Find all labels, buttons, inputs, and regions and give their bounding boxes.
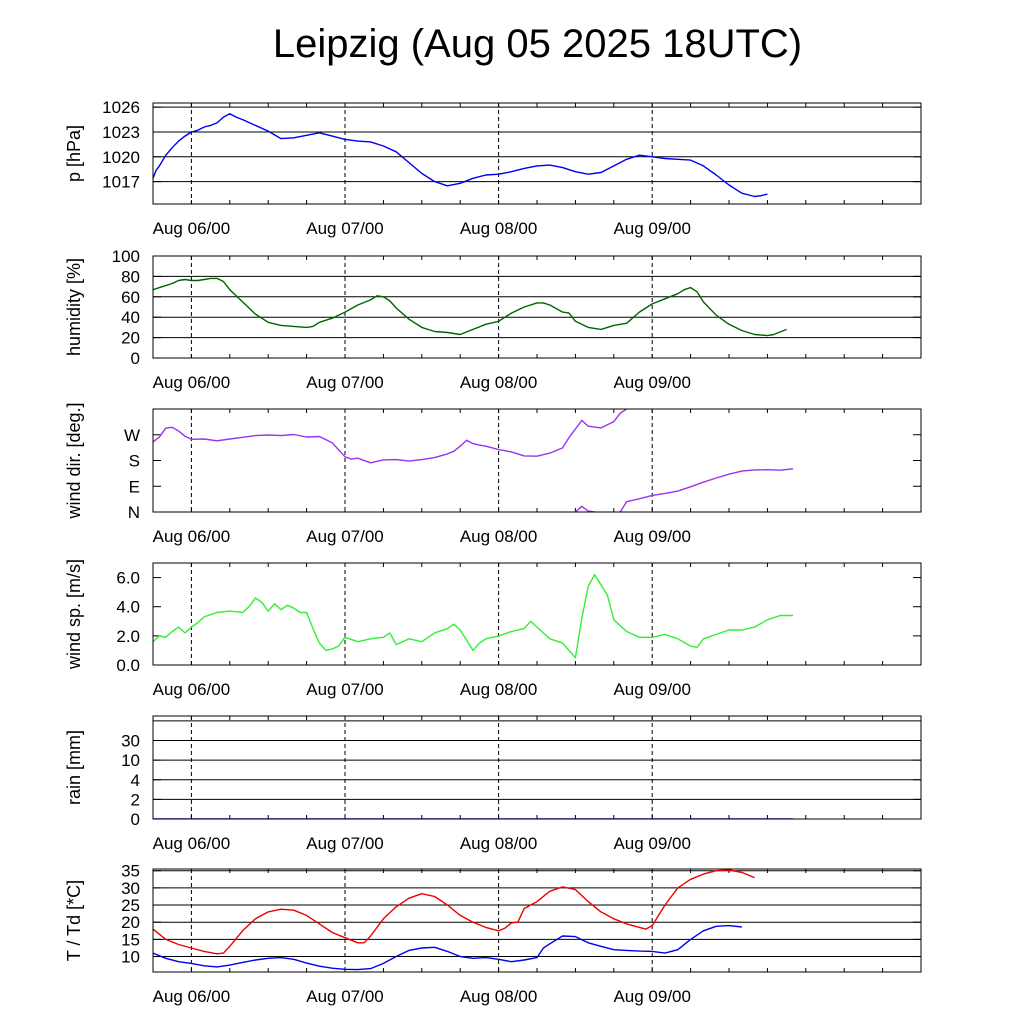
y-axis-label-temperature: T / Td [*C] — [64, 880, 84, 961]
y-tick-label-wind_direction: E — [129, 477, 140, 496]
panel-frame-temperature — [152, 868, 922, 973]
x-tick-label-temperature: Aug 06/00 — [153, 987, 231, 1006]
panel-frame-humidity — [152, 255, 922, 359]
x-tick-label-pressure: Aug 06/00 — [153, 219, 231, 238]
x-tick-label-humidity: Aug 06/00 — [153, 373, 231, 392]
y-tick-label-wind_direction: W — [124, 426, 140, 445]
x-tick-label-pressure: Aug 09/00 — [613, 219, 691, 238]
y-axis-label-wind_direction: wind dir. [deg.] — [64, 402, 84, 519]
y-tick-label-pressure: 1023 — [102, 123, 140, 142]
x-tick-label-wind_direction: Aug 06/00 — [153, 527, 231, 546]
x-tick-label-temperature: Aug 07/00 — [306, 987, 384, 1006]
y-tick-label-humidity: 100 — [112, 247, 140, 266]
y-tick-label-humidity: 60 — [121, 288, 140, 307]
series-line-wind_direction-1 — [574, 505, 595, 512]
y-tick-label-temperature: 20 — [121, 913, 140, 932]
series-line-temperature-0 — [153, 869, 755, 955]
y-tick-label-rain: 4 — [131, 771, 140, 790]
y-tick-label-wind_direction: N — [128, 503, 140, 522]
x-tick-label-wind_speed: Aug 09/00 — [613, 680, 691, 699]
y-tick-label-humidity: 40 — [121, 308, 140, 327]
x-tick-label-wind_speed: Aug 08/00 — [460, 680, 538, 699]
x-tick-label-wind_direction: Aug 07/00 — [306, 527, 384, 546]
y-tick-label-humidity: 80 — [121, 267, 140, 286]
x-tick-label-pressure: Aug 08/00 — [460, 219, 538, 238]
y-tick-label-temperature: 25 — [121, 896, 140, 915]
x-tick-label-wind_speed: Aug 07/00 — [306, 680, 384, 699]
y-tick-label-rain: 2 — [131, 790, 140, 809]
y-axis-label-humidity: humidity [%] — [64, 258, 84, 356]
y-tick-label-temperature: 15 — [121, 930, 140, 949]
y-tick-label-rain: 30 — [121, 732, 140, 751]
series-line-pressure-0 — [153, 113, 768, 198]
panel-frame-rain — [152, 715, 922, 820]
y-axis-label-wind_speed: wind sp. [m/s] — [64, 559, 84, 670]
x-tick-label-wind_speed: Aug 06/00 — [153, 680, 231, 699]
y-axis-label-rain: rain [mm] — [64, 730, 84, 805]
y-axis-label-pressure: p [hPa] — [64, 125, 84, 182]
x-tick-label-rain: Aug 08/00 — [460, 834, 538, 853]
x-tick-label-humidity: Aug 08/00 — [460, 373, 538, 392]
y-tick-label-wind_speed: 4.0 — [116, 598, 140, 617]
y-tick-label-rain: 10 — [121, 751, 140, 770]
y-tick-label-pressure: 1017 — [102, 173, 140, 192]
y-tick-label-temperature: 10 — [121, 948, 140, 967]
x-tick-label-rain: Aug 09/00 — [613, 834, 691, 853]
series-line-wind_speed-0 — [153, 574, 793, 659]
series-line-temperature-1 — [153, 924, 742, 971]
y-tick-label-humidity: 20 — [121, 329, 140, 348]
x-tick-label-humidity: Aug 09/00 — [613, 373, 691, 392]
y-tick-label-pressure: 1020 — [102, 148, 140, 167]
y-tick-label-temperature: 35 — [121, 862, 140, 881]
x-tick-label-temperature: Aug 08/00 — [460, 987, 538, 1006]
x-tick-label-rain: Aug 07/00 — [306, 834, 384, 853]
x-tick-label-temperature: Aug 09/00 — [613, 987, 691, 1006]
x-tick-label-wind_direction: Aug 09/00 — [613, 527, 691, 546]
series-line-wind_direction-0 — [153, 409, 627, 464]
y-tick-label-wind_direction: S — [129, 452, 140, 471]
panel-frame-pressure — [152, 102, 922, 205]
x-tick-label-rain: Aug 06/00 — [153, 834, 231, 853]
panel-frame-wind_speed — [152, 562, 922, 666]
x-tick-label-humidity: Aug 07/00 — [306, 373, 384, 392]
y-tick-label-rain: 0 — [131, 810, 140, 829]
y-tick-label-temperature: 30 — [121, 879, 140, 898]
y-tick-label-wind_speed: 0.0 — [116, 656, 140, 675]
series-line-wind_direction-2 — [619, 468, 794, 512]
series-line-humidity-0 — [153, 277, 787, 337]
x-tick-label-pressure: Aug 07/00 — [306, 219, 384, 238]
y-tick-label-wind_speed: 2.0 — [116, 627, 140, 646]
y-tick-label-humidity: 0 — [131, 349, 140, 368]
y-tick-label-wind_speed: 6.0 — [116, 569, 140, 588]
y-tick-label-pressure: 1026 — [102, 98, 140, 117]
chart-title: Leipzig (Aug 05 2025 18UTC) — [272, 22, 803, 66]
x-tick-label-wind_direction: Aug 08/00 — [460, 527, 538, 546]
panel-frame-wind_direction — [152, 408, 922, 513]
